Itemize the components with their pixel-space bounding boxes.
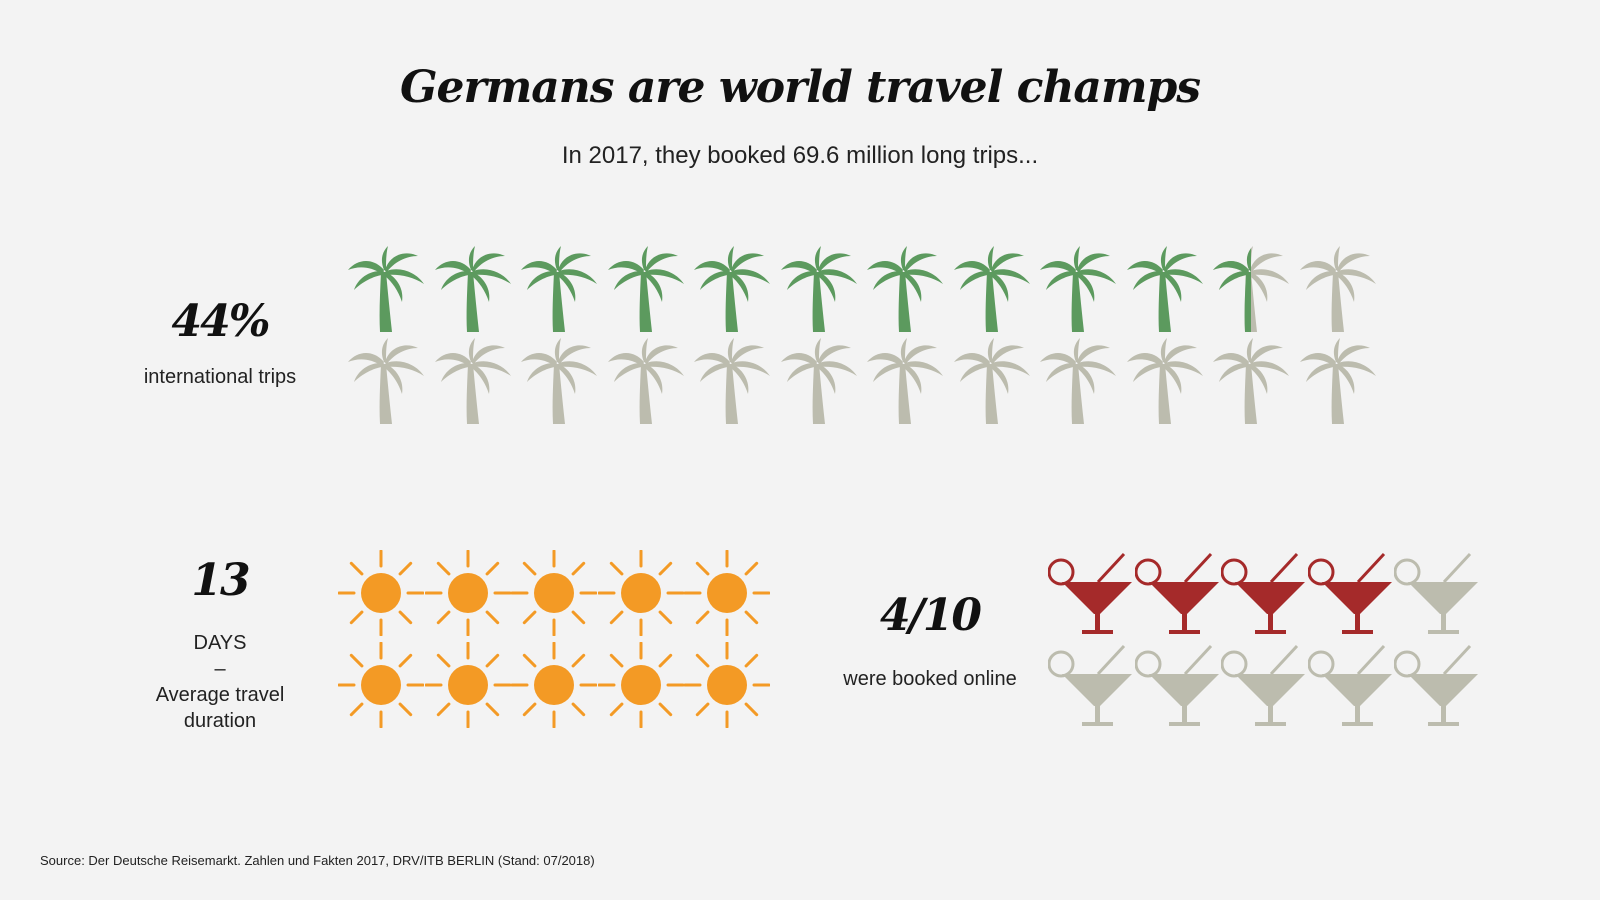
cocktail-glass-icon	[1220, 644, 1307, 735]
travel-duration-label-line: –	[214, 658, 226, 680]
sun-icon	[424, 641, 511, 733]
cocktail-glass-icon	[1393, 552, 1480, 643]
chart-subtitle: In 2017, they booked 69.6 million long t…	[561, 142, 1039, 169]
sun-icon	[337, 641, 425, 733]
sun-icon	[510, 549, 598, 641]
cocktail-glass-icon	[1220, 552, 1307, 643]
source-note: Source: Der Deutsche Reisemarkt. Zahlen …	[40, 853, 595, 868]
palm-tree-icon	[779, 244, 859, 339]
travel-duration-label-line: Average travel	[155, 684, 285, 706]
sun-icon	[597, 549, 684, 641]
palm-tree-icon	[692, 336, 772, 431]
cocktail-glass-icon	[1134, 552, 1221, 643]
travel-duration-label: DAYS – Average travel duration	[120, 630, 320, 734]
palm-tree-icon	[606, 244, 686, 339]
sun-icon	[510, 641, 598, 733]
palm-tree-icon	[433, 336, 513, 431]
sun-icon	[683, 641, 771, 733]
palm-tree-icon	[865, 244, 945, 339]
palm-tree-icon	[1038, 244, 1118, 339]
palm-tree-icon	[606, 336, 686, 431]
palm-tree-icon	[1298, 336, 1378, 431]
palm-tree-icon	[1125, 336, 1205, 431]
palm-tree-icon	[1211, 336, 1291, 431]
cocktail-glass-icon	[1307, 552, 1394, 643]
sun-icon	[337, 549, 425, 641]
travel-duration-label-line: duration	[183, 710, 257, 732]
palm-tree-icon	[865, 336, 945, 431]
cocktail-glass-icon	[1393, 644, 1480, 735]
sun-icon	[597, 641, 684, 733]
palm-tree-icon	[779, 336, 859, 431]
international-trips-value: 44%	[171, 296, 270, 347]
cocktail-glass-icon	[1047, 644, 1134, 735]
booked-online-value: 4/10	[880, 590, 982, 641]
palm-tree-icon	[952, 336, 1032, 431]
palm-tree-icon	[346, 244, 426, 339]
palm-tree-icon	[519, 336, 599, 431]
palm-tree-icon	[433, 244, 513, 339]
chart-title: Germans are world travel champs	[399, 62, 1201, 113]
cocktail-glass-icon	[1307, 644, 1394, 735]
palm-tree-icon	[1038, 336, 1118, 431]
sun-icon	[424, 549, 511, 641]
international-trips-label: international trips	[143, 366, 297, 388]
travel-duration-label-line: DAYS	[193, 632, 247, 654]
palm-tree-icon	[692, 244, 772, 339]
palm-tree-icon	[1211, 244, 1291, 334]
palm-tree-icon	[1125, 244, 1205, 339]
sun-icon	[683, 549, 771, 641]
booked-online-label: were booked online	[843, 668, 1017, 690]
cocktail-glass-icon	[1047, 552, 1134, 643]
travel-duration-value: 13	[191, 555, 250, 606]
palm-tree-icon	[1298, 244, 1378, 339]
palm-tree-icon	[346, 336, 426, 431]
cocktail-glass-icon	[1134, 644, 1221, 735]
palm-tree-icon	[952, 244, 1032, 339]
palm-tree-icon	[519, 244, 599, 339]
